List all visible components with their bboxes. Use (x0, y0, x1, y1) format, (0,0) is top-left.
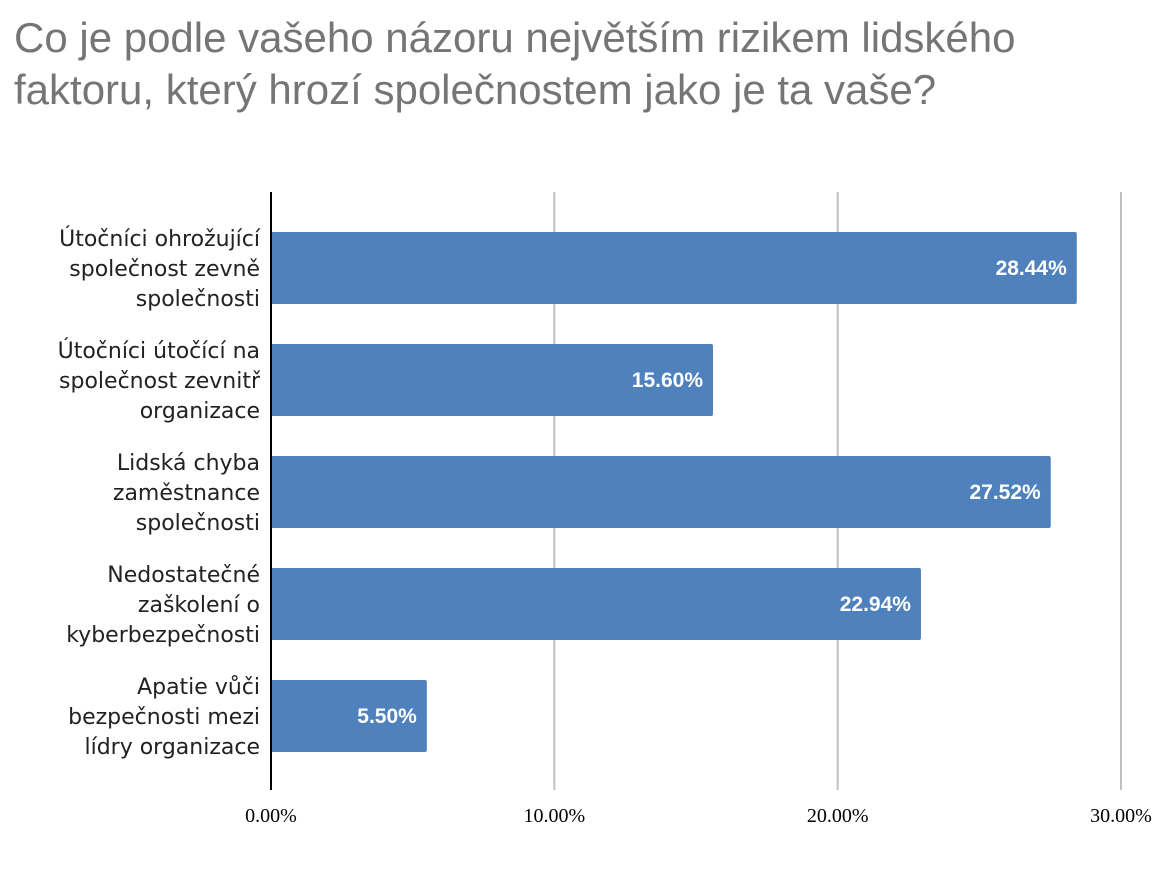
value-label: 28.44% (996, 257, 1068, 280)
x-tick-labels: 0.00% 10.00% 20.00% 30.00% (245, 805, 1152, 827)
category-label: Útočníci ohrožující společnost zevně spole… (59, 226, 261, 312)
bar (271, 232, 1077, 304)
category-label-line: společnost zevnitř (59, 369, 261, 394)
bar (271, 344, 713, 416)
value-labels: 28.44% 15.60% 27.52% 22.94% 5.50% (357, 257, 1067, 728)
category-label-line: Útočníci útočící na (58, 338, 260, 364)
bar (271, 680, 427, 752)
category-label: Útočníci útočící na společnost zevnitř org… (58, 338, 261, 424)
bar (271, 568, 921, 640)
category-label-line: Apatie vůči (137, 675, 260, 700)
category-label-line: společnosti (136, 511, 260, 536)
bars (271, 232, 1077, 752)
value-label: 5.50% (357, 705, 417, 728)
x-tick-label: 0.00% (245, 805, 297, 827)
category-label-line: společnost zevně (69, 257, 260, 282)
x-tick-label: 10.00% (523, 805, 585, 827)
bar (271, 456, 1051, 528)
value-label: 22.94% (840, 593, 912, 616)
x-tick-label: 30.00% (1090, 805, 1152, 827)
value-label: 27.52% (969, 481, 1041, 504)
chart-title: Co je podle vašeho názoru největším rizi… (14, 14, 1016, 113)
category-label-line: společnosti (136, 287, 260, 312)
category-label-line: bezpečnosti mezi (68, 705, 260, 730)
category-label-line: zaškolení o (138, 593, 260, 618)
category-label: Apatie vůči bezpečnosti mezi lídry organiz… (68, 675, 260, 760)
category-labels: Útočníci ohrožující společnost zevně spole… (58, 226, 261, 760)
category-label-line: Útočníci ohrožující (59, 226, 261, 252)
category-label-line: zaměstnance (113, 481, 260, 506)
category-label: Lidská chyba zaměstnance společnosti (113, 451, 260, 536)
category-label-line: kyberbezpečnosti (66, 623, 260, 648)
category-label-line: lídry organizace (84, 735, 260, 760)
category-label: Nedostatečné zaškolení o kyberbezpečnosti (66, 563, 260, 648)
value-label: 15.60% (632, 369, 704, 392)
category-label-line: organizace (140, 399, 260, 424)
category-label-line: Nedostatečné (107, 563, 260, 588)
category-label-line: Lidská chyba (117, 451, 260, 476)
x-tick-label: 20.00% (807, 805, 869, 827)
